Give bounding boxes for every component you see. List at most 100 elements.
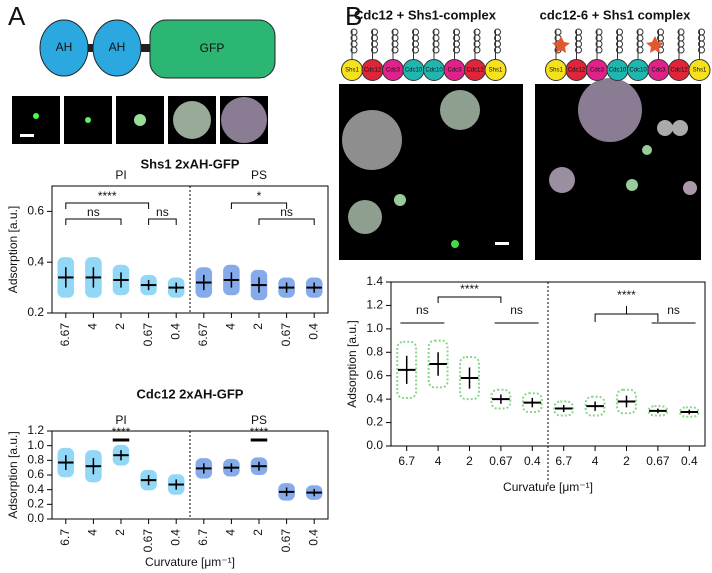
y-axis-label: Adsorption [a.u.] <box>6 431 20 518</box>
x-tick-label: 0.67 <box>279 529 293 553</box>
significance: **** <box>98 189 117 203</box>
x-tick-label: 2 <box>466 454 473 468</box>
y-axis-label: Adsorption [a.u.] <box>6 206 20 293</box>
septin-coil <box>473 46 481 54</box>
x-tick-label: 4 <box>224 323 238 330</box>
septin-label: Cdc3 <box>386 68 401 74</box>
significance-bracket <box>258 218 315 225</box>
x-tick-label: 6.7 <box>555 454 572 468</box>
septin-coil <box>575 46 582 54</box>
chart-title: Cdc12 2xAH-GFP <box>137 386 244 401</box>
septin-label: Cdc3 <box>590 68 605 74</box>
x-tick-label: 4 <box>435 454 442 468</box>
significance-bracket <box>148 218 177 225</box>
y-tick-label: 0.0 <box>366 438 383 452</box>
point-cloud <box>396 340 418 399</box>
y-tick-label: 0.2 <box>27 305 44 319</box>
image-title: cdc12-6 + Shs1 complex <box>540 7 691 22</box>
significance: ns <box>667 303 680 317</box>
y-axis-label: Adsorption [a.u.] <box>345 320 359 407</box>
x-tick-label: 4 <box>86 529 100 536</box>
septin-label: Cdc10 <box>425 68 443 74</box>
significance-bracket <box>230 202 288 209</box>
septin-label: Cdc10 <box>405 68 423 74</box>
point-cloud <box>616 388 637 415</box>
domain-label: AH <box>109 40 126 54</box>
x-tick-label: 4 <box>592 454 599 468</box>
significance-bracket <box>65 202 150 209</box>
septin-coil <box>636 46 644 54</box>
significance: **** <box>617 288 636 302</box>
x-tick-label: 2 <box>251 529 265 536</box>
septin-label: Cdc3 <box>651 68 666 74</box>
x-tick-label: 0.67 <box>646 454 670 468</box>
y-tick-label: 0.6 <box>27 204 44 218</box>
septin-coil <box>350 46 358 54</box>
significance-bracket <box>594 306 659 322</box>
domain-label: GFP <box>200 41 225 55</box>
group-label: PI <box>115 168 126 182</box>
x-tick-label: 6.67 <box>196 323 210 347</box>
significance-bracket <box>437 296 502 303</box>
significance-bracket <box>65 218 122 225</box>
y-tick-label: 1.0 <box>27 438 44 452</box>
septin-coil <box>432 46 440 54</box>
x-tick-label: 0.67 <box>489 454 513 468</box>
y-tick-label: 1.0 <box>366 321 383 335</box>
septin-label: Cdc12 <box>670 68 688 74</box>
y-tick-label: 0.6 <box>366 368 383 382</box>
mutation-star <box>646 36 664 53</box>
image-title: Cdc12 + Shs1-complex <box>354 7 497 22</box>
ah-domain <box>92 19 142 77</box>
x-tick-label: 6.7 <box>398 454 415 468</box>
x-tick-label: 6.67 <box>58 323 72 347</box>
significance: ns <box>87 205 100 219</box>
chart-title: Shs1 2xAH-GFP <box>141 156 240 171</box>
septin-label: Cdc3 <box>447 68 462 74</box>
x-tick-label: 0.67 <box>279 323 293 347</box>
septin-label: Shs1 <box>345 68 359 74</box>
significance: ns <box>156 205 169 219</box>
septin-coil <box>494 46 501 54</box>
septin-coil <box>412 46 419 54</box>
x-tick-label: 0.4 <box>168 529 182 546</box>
significance: * <box>257 189 262 203</box>
y-tick-label: 0.8 <box>366 344 383 358</box>
x-tick-label: 0.4 <box>306 529 320 546</box>
significance: ns <box>416 303 429 317</box>
significance: **** <box>112 425 131 439</box>
group-label: PS <box>251 413 267 427</box>
x-tick-label: 0.4 <box>524 454 541 468</box>
x-tick-label: 2 <box>623 454 630 468</box>
x-tick-label: 0.4 <box>168 323 182 340</box>
y-tick-label: 0.4 <box>366 391 383 405</box>
septin-label: Shs1 <box>693 68 707 74</box>
x-axis-label: Curvature [μm⁻¹] <box>145 555 235 569</box>
y-tick-label: 1.4 <box>366 274 383 288</box>
x-axis-label: Curvature [μm⁻¹] <box>503 480 593 494</box>
mutation-star <box>552 36 570 53</box>
x-tick-label: 2 <box>113 323 127 330</box>
septin-coil <box>453 46 460 54</box>
y-tick-label: 0.2 <box>27 497 44 511</box>
micrographs <box>339 78 701 260</box>
y-tick-label: 0.8 <box>27 453 44 467</box>
x-tick-label: 2 <box>251 323 265 330</box>
septin-coil <box>391 46 399 54</box>
x-tick-label: 0.67 <box>141 323 155 347</box>
septin-label: Cdc12 <box>568 68 586 74</box>
group-label: PS <box>251 168 267 182</box>
significance: ns <box>280 205 293 219</box>
septin-coil <box>698 46 705 54</box>
y-tick-label: 0.4 <box>27 254 44 268</box>
y-tick-label: 1.2 <box>27 423 44 437</box>
septin-label: Cdc10 <box>629 68 647 74</box>
x-tick-label: 6.7 <box>196 529 210 546</box>
x-tick-label: 0.4 <box>306 323 320 340</box>
gfp-domain <box>149 19 276 79</box>
panel-label: A <box>8 1 26 31</box>
septin-complexes: Shs1 Cdc12 Cdc3 Cdc10 Cdc10 Cdc3 Cdc12 Shs1 Shs1… <box>341 28 711 81</box>
x-tick-label: 4 <box>224 529 238 536</box>
x-tick-label: 0.67 <box>141 529 155 553</box>
